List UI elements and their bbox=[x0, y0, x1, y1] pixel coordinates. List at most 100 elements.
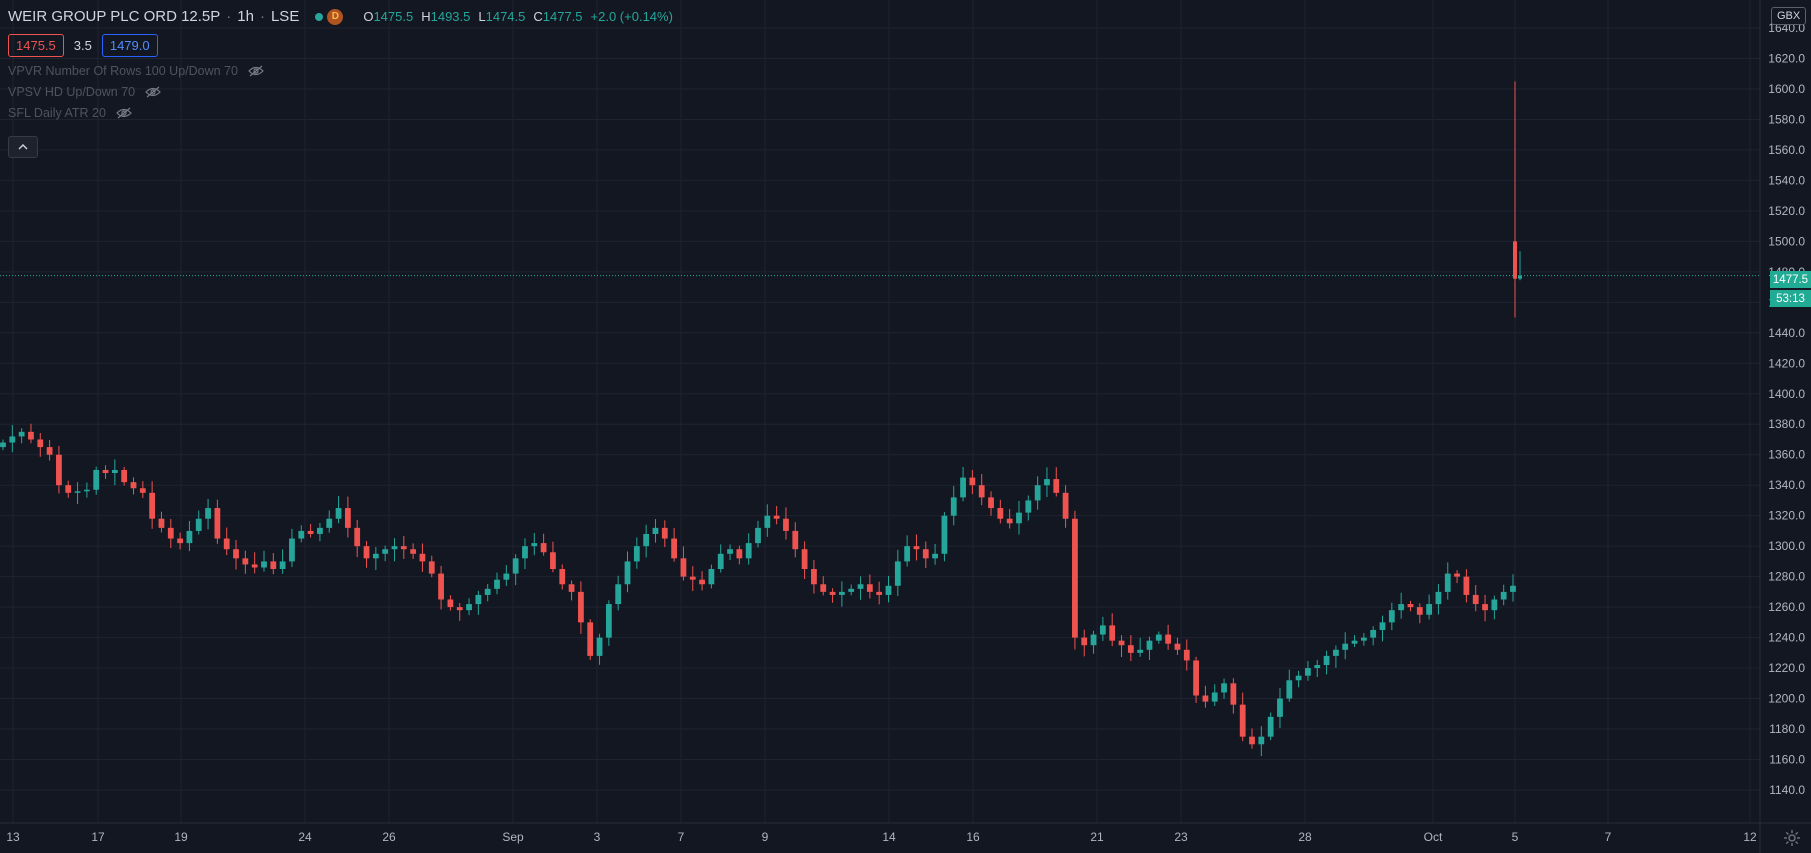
candle-up bbox=[1016, 512, 1022, 524]
candle-up bbox=[1314, 665, 1321, 669]
candle-up bbox=[74, 491, 81, 493]
interval-label[interactable]: 1h bbox=[237, 8, 254, 25]
candle-up bbox=[596, 637, 603, 656]
y-tick-label: 1580.0 bbox=[1768, 112, 1805, 126]
candle-up bbox=[1099, 625, 1106, 635]
candle-down bbox=[1513, 241, 1517, 279]
candle-up bbox=[1370, 629, 1377, 638]
close-value: 1477.5 bbox=[542, 9, 583, 24]
candle-up bbox=[652, 527, 659, 534]
y-tick-label: 1560.0 bbox=[1768, 143, 1805, 157]
delayed-badge[interactable]: D bbox=[327, 8, 344, 25]
candle-up bbox=[326, 518, 333, 528]
candle-up bbox=[1444, 573, 1451, 592]
y-tick-label: 1320.0 bbox=[1768, 509, 1805, 523]
candle-down bbox=[661, 527, 668, 539]
candle-down bbox=[1202, 695, 1209, 702]
candle-up bbox=[1518, 275, 1522, 279]
candle-down bbox=[680, 558, 687, 577]
y-tick-label: 1420.0 bbox=[1768, 356, 1805, 370]
candle-up bbox=[279, 561, 286, 570]
eye-off-icon[interactable] bbox=[116, 107, 132, 119]
candle-up bbox=[633, 546, 640, 562]
x-tick-label: 19 bbox=[174, 830, 188, 844]
indicator-label: SFL Daily ATR 20 bbox=[8, 106, 106, 120]
symbol-legend[interactable]: WEIR GROUP PLC ORD 12.5P · 1h · LSE D O1… bbox=[8, 8, 673, 25]
ask-price[interactable]: 1479.0 bbox=[101, 34, 158, 57]
candle-up bbox=[904, 546, 911, 562]
candle-down bbox=[65, 485, 72, 493]
candle-down bbox=[130, 482, 137, 489]
candle-up bbox=[1025, 500, 1032, 513]
candle-down bbox=[177, 538, 183, 544]
candle-down bbox=[1454, 573, 1460, 577]
eye-off-icon[interactable] bbox=[248, 65, 264, 77]
bid-price[interactable]: 1475.5 bbox=[8, 34, 64, 57]
candle-up bbox=[1323, 655, 1330, 666]
eye-off-icon[interactable] bbox=[145, 86, 161, 98]
market-open-icon bbox=[315, 12, 324, 21]
x-tick-label: 14 bbox=[882, 830, 896, 844]
y-tick-label: 1600.0 bbox=[1768, 82, 1805, 96]
chevron-up-icon bbox=[18, 144, 28, 150]
candle-up bbox=[289, 538, 295, 562]
candle-down bbox=[139, 488, 146, 493]
candle-up bbox=[195, 518, 202, 531]
collapse-indicators-button[interactable] bbox=[8, 136, 38, 158]
candle-down bbox=[1165, 634, 1172, 644]
candle-down bbox=[307, 530, 314, 534]
candle-down bbox=[363, 546, 370, 559]
candle-down bbox=[46, 447, 53, 455]
separator-dot: · bbox=[259, 8, 265, 25]
y-tick-label: 1240.0 bbox=[1768, 631, 1805, 645]
candle-up bbox=[1398, 604, 1405, 611]
indicator-vpsv[interactable]: VPSV HD Up/Down 70 bbox=[8, 85, 161, 99]
candle-down bbox=[438, 573, 444, 600]
x-tick-label: Sep bbox=[502, 830, 524, 844]
candle-up bbox=[1342, 643, 1349, 650]
x-tick-label: 5 bbox=[1512, 830, 1519, 844]
settings-gear-icon[interactable] bbox=[1783, 829, 1801, 847]
candle-down bbox=[876, 591, 883, 595]
y-tick-label: 1260.0 bbox=[1768, 600, 1805, 614]
candle-down bbox=[829, 591, 836, 595]
candle-up bbox=[764, 515, 771, 528]
candle-down bbox=[242, 558, 249, 565]
indicator-sfl-atr[interactable]: SFL Daily ATR 20 bbox=[8, 106, 132, 120]
x-tick-label: 9 bbox=[762, 830, 769, 844]
candle-up bbox=[1034, 485, 1041, 501]
candle-down bbox=[447, 599, 454, 608]
y-tick-label: 1620.0 bbox=[1768, 51, 1805, 65]
candle-up bbox=[186, 530, 193, 544]
candle-down bbox=[400, 546, 407, 550]
candle-down bbox=[736, 549, 743, 559]
y-tick-label: 1280.0 bbox=[1768, 570, 1805, 584]
indicator-label: VPSV HD Up/Down 70 bbox=[8, 85, 136, 99]
x-tick-label: 26 bbox=[382, 830, 396, 844]
indicator-vpvr[interactable]: VPVR Number Of Rows 100 Up/Down 70 bbox=[8, 64, 264, 78]
candle-up bbox=[932, 553, 938, 559]
market-status[interactable]: D bbox=[315, 8, 344, 25]
candle-up bbox=[1286, 680, 1293, 699]
x-tick-label: 3 bbox=[594, 830, 601, 844]
candle-down bbox=[456, 607, 463, 611]
candle-up bbox=[391, 546, 398, 550]
candle-down bbox=[1193, 660, 1199, 696]
candle-down bbox=[801, 549, 808, 570]
x-tick-label: 28 bbox=[1298, 830, 1312, 844]
x-tick-label: 17 bbox=[91, 830, 105, 844]
candle-down bbox=[1109, 625, 1116, 641]
candle-down bbox=[158, 518, 165, 528]
candle-down bbox=[251, 564, 258, 568]
x-tick-label: 7 bbox=[1605, 830, 1612, 844]
candle-down bbox=[1230, 683, 1237, 705]
candle-up bbox=[83, 489, 90, 492]
candle-down bbox=[1118, 640, 1125, 646]
change-value: +2.0 (+0.14%) bbox=[590, 9, 673, 24]
currency-label[interactable]: GBX bbox=[1771, 7, 1807, 25]
candle-up bbox=[466, 604, 472, 611]
candle-down bbox=[1407, 604, 1414, 608]
candle-down bbox=[1072, 518, 1078, 638]
